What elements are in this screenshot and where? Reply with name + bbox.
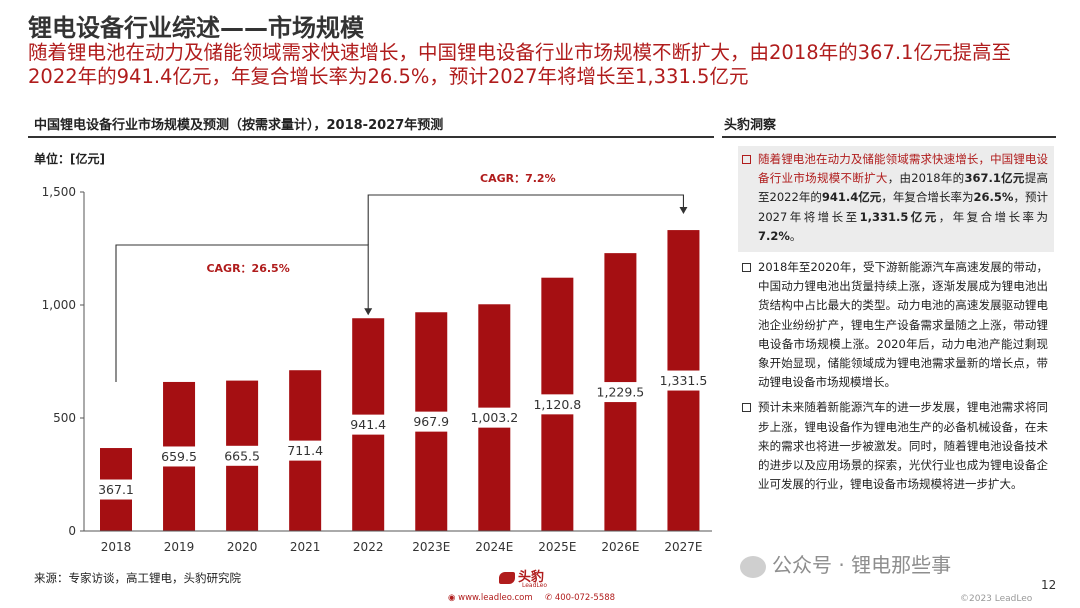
arrow-head-icon — [364, 308, 373, 316]
insight-paragraph-3: 预计未来随着新能源汽车的进一步发展，锂电池需求将同步上涨，锂电设备作为锂电池生产… — [738, 398, 1054, 494]
leopard-logo-icon — [499, 571, 515, 584]
phone-number: ✆ 400-072-5588 — [545, 593, 616, 603]
data-label: 1,003.2 — [470, 410, 518, 425]
data-label: 665.5 — [224, 448, 260, 463]
data-label: 1,120.8 — [533, 397, 581, 412]
wechat-icon — [740, 555, 766, 578]
insights-panel: 随着锂电池在动力及储能领域需求快速增长，中国锂电设备行业市场规模不断扩大，由20… — [738, 146, 1054, 494]
data-label-bg — [346, 414, 391, 435]
x-tick-label: 2026E — [601, 540, 639, 554]
cagr-connector — [367, 194, 685, 245]
chart-unit-label: 单位：[亿元] — [34, 152, 105, 166]
y-tick-label: 1,000 — [42, 298, 76, 312]
brand-logo-sub: LeadLeo — [522, 582, 548, 589]
x-axis: 2018 2019 2020 2021 2022 2023E 2024E 2025E 2026E… — [84, 530, 712, 554]
globe-icon: ◉ — [448, 593, 459, 603]
insights-heading: 头豹洞察 — [724, 118, 777, 133]
data-label: 1,229.5 — [597, 385, 645, 400]
checkbox-bullet-icon — [742, 403, 751, 413]
checkbox-bullet-icon — [742, 263, 751, 273]
cagr-annotations: CAGR：26.5% CAGR：7.2% — [115, 172, 688, 382]
data-label-bg — [94, 479, 138, 500]
insight-paragraph-2: 2018年至2020年，受下游新能源汽车高速发展的带动，中国动力锂电池出货量持续… — [738, 258, 1054, 392]
chart-source: 来源：专家访谈，高工锂电，头豹研究院 — [34, 571, 241, 585]
data-label-bg — [591, 382, 650, 403]
bar-series: 367.1 659.5 665.5 711.4 941.4 967.9 1,003.2 1,1… — [94, 230, 713, 531]
brand-logo: 头豹 — [499, 566, 544, 585]
x-tick-label: 2020 — [227, 540, 258, 554]
x-tick-label: 2027E — [664, 540, 702, 554]
phone-icon: ✆ — [545, 593, 555, 603]
bar-chart: 0 500 1,000 1,500 367.1 659.5 665.5 711.4 941.4… — [42, 172, 713, 554]
x-tick-label: 2025E — [538, 540, 576, 554]
cagr-label: CAGR：7.2% — [480, 172, 556, 185]
data-label-bg — [220, 445, 265, 466]
page-subtitle: 随着锂电池在动力及储能领域需求快速增长，中国锂电设备行业市场规模不断扩大，由20… — [28, 41, 1011, 88]
data-label: 711.4 — [287, 443, 323, 458]
copyright: ©2023 LeadLeo — [960, 594, 1033, 604]
data-label: 367.1 — [98, 482, 134, 497]
page-number: 12 — [1041, 578, 1057, 592]
data-label-bg — [283, 440, 328, 461]
y-tick-label: 1,500 — [42, 185, 76, 199]
y-axis: 0 500 1,000 1,500 — [42, 185, 85, 538]
data-label-bg — [654, 370, 713, 391]
page-title: 锂电设备行业综述——市场规模 — [28, 14, 364, 42]
data-label-bg — [465, 407, 524, 428]
x-tick-label: 2022 — [353, 540, 384, 554]
x-tick-label: 2023E — [412, 540, 450, 554]
data-label: 941.4 — [350, 417, 386, 432]
data-label-bg — [528, 394, 587, 415]
chart-heading-rule — [28, 136, 714, 138]
data-label: 1,331.5 — [660, 373, 708, 388]
data-label-bg — [409, 411, 454, 432]
chart-heading: 中国锂电设备行业市场规模及预测（按需求量计），2018-2027年预测 — [34, 118, 444, 133]
x-tick-label: 2021 — [290, 540, 321, 554]
checkbox-bullet-icon — [742, 155, 751, 164]
wechat-watermark: 公众号 · 锂电那些事 — [740, 549, 951, 578]
cagr-connector — [115, 244, 369, 382]
y-tick-label: 500 — [53, 411, 76, 425]
x-tick-label: 2019 — [164, 540, 195, 554]
x-tick-label: 2024E — [475, 540, 513, 554]
arrow-head-icon — [679, 207, 688, 214]
website-link[interactable]: ◉ www.leadleo.com — [448, 593, 533, 603]
data-label-bg — [157, 446, 202, 467]
cagr-label: CAGR：26.5% — [206, 262, 289, 275]
insight-paragraph-1: 随着锂电池在动力及储能领域需求快速增长，中国锂电设备行业市场规模不断扩大，由20… — [738, 146, 1054, 253]
data-label: 967.9 — [413, 414, 449, 429]
data-label: 659.5 — [161, 449, 197, 464]
insights-heading-rule — [722, 136, 1056, 138]
y-tick-label: 0 — [68, 524, 76, 538]
x-tick-label: 2018 — [101, 540, 132, 554]
